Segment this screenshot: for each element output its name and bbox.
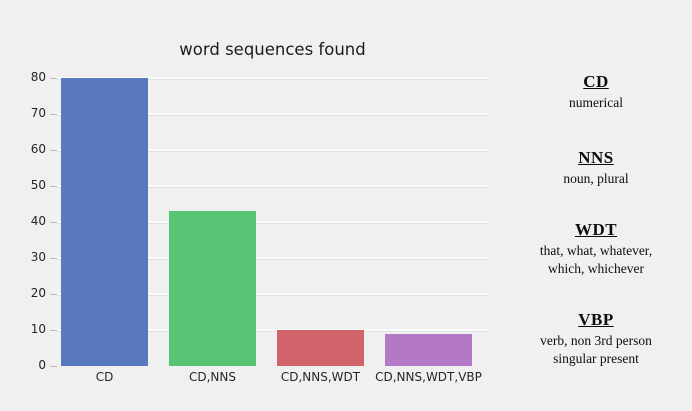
definition-text: that, what, whatever, which, whichever [539, 243, 653, 276]
x-tick-label: CD,NNS,WDT,VBP [375, 370, 482, 384]
bar-cd [61, 78, 148, 366]
x-tick-label: CD [95, 370, 114, 384]
definition-term: WDT [574, 220, 618, 239]
plot-area [57, 71, 488, 366]
gridline [57, 293, 488, 295]
x-tick-label: CD,NNS,WDT [280, 370, 361, 384]
bar-cd-nns [169, 211, 256, 366]
y-tick-label: 0 [38, 358, 46, 372]
y-tick-mark [50, 330, 57, 331]
definition-text: verb, non 3rd person singular present [540, 333, 652, 366]
y-tick-mark [50, 294, 57, 295]
gridline [57, 221, 488, 223]
y-tick-label: 50 [30, 178, 46, 192]
y-tick-mark [50, 222, 57, 223]
bar-cd-nns-wdt [277, 330, 364, 366]
definition-nns: NNS noun, plural [500, 148, 692, 188]
definition-text: numerical [569, 95, 623, 110]
y-tick-mark [50, 78, 57, 79]
y-tick-label: 30 [30, 250, 46, 264]
definition-term: VBP [578, 310, 614, 329]
gridline [57, 185, 488, 187]
definition-vbp: VBP verb, non 3rd person singular present [500, 310, 692, 368]
y-tick-mark [50, 258, 57, 259]
y-tick-mark [50, 150, 57, 151]
y-tick-label: 10 [30, 322, 46, 336]
gridline [57, 149, 488, 151]
chart-title: word sequences found [179, 40, 366, 59]
gridline [57, 113, 488, 115]
definition-wdt: WDT that, what, whatever, which, whicheve… [500, 220, 692, 278]
y-tick-label: 40 [30, 214, 46, 228]
y-tick-mark [50, 366, 57, 367]
y-tick-label: 60 [30, 142, 46, 156]
y-tick-label: 70 [30, 106, 46, 120]
gridline [57, 329, 488, 331]
definition-text: noun, plural [563, 171, 629, 186]
gridline [57, 257, 488, 259]
y-tick-label: 20 [30, 286, 46, 300]
bar-cd-nns-wdt-vbp [385, 333, 472, 366]
y-tick-label: 80 [30, 70, 46, 84]
definition-term: CD [583, 72, 609, 91]
x-tick-label: CD,NNS [188, 370, 236, 384]
y-tick-mark [50, 186, 57, 187]
y-tick-mark [50, 114, 57, 115]
definition-term: NNS [578, 148, 614, 167]
definitions-panel: CD numerical NNS noun, plural WDT that, what,… [500, 0, 692, 411]
definition-cd: CD numerical [500, 72, 692, 112]
gridline [57, 77, 488, 79]
